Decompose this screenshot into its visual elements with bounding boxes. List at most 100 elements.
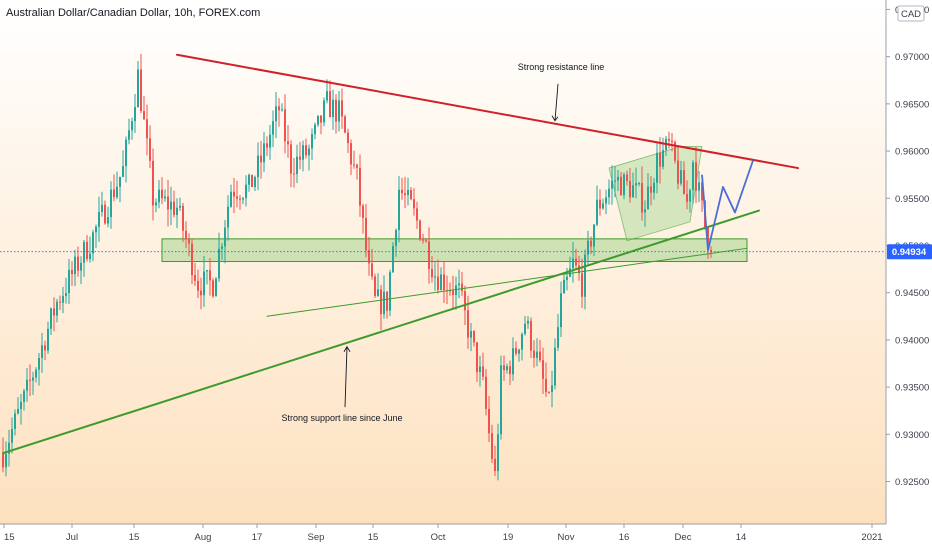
candle-body <box>656 152 658 183</box>
support-annotation: Strong support line since June <box>281 413 402 423</box>
candle-body <box>485 376 487 409</box>
candle-body <box>353 164 355 166</box>
candle-body <box>428 241 430 270</box>
candle-body <box>461 283 463 292</box>
candle-body <box>617 176 619 181</box>
candle-body <box>701 182 703 201</box>
candle-body <box>410 189 412 200</box>
price-tick-label: 0.94000 <box>895 335 929 346</box>
candle-body <box>443 274 445 291</box>
candle-body <box>299 156 301 160</box>
candle-body <box>533 350 535 358</box>
candle-body <box>227 206 229 228</box>
price-tick-label: 0.94500 <box>895 288 929 299</box>
candle-body <box>629 180 631 198</box>
candle-body <box>293 173 295 175</box>
projection-path[interactable] <box>701 160 754 252</box>
currency-badge[interactable] <box>897 5 925 22</box>
candle-body <box>98 211 100 227</box>
candle-body <box>167 196 169 210</box>
support-arrow <box>344 346 348 408</box>
candle-body <box>572 258 574 269</box>
candle-body <box>341 100 343 117</box>
candle-body <box>158 189 160 203</box>
candle-body <box>671 140 673 143</box>
candle-body <box>644 209 646 213</box>
candle-body <box>287 141 289 145</box>
candle-body <box>545 378 547 392</box>
support-arrow-head <box>343 345 351 353</box>
candle-body <box>38 357 40 370</box>
candle-body <box>350 143 352 165</box>
resistance-arrow <box>554 83 559 121</box>
candle-body <box>641 183 643 213</box>
candle-body <box>230 191 232 207</box>
candle-body <box>170 201 172 210</box>
candle-body <box>557 327 559 348</box>
candle-body <box>203 271 205 296</box>
support-zone[interactable] <box>161 238 748 263</box>
candle-body <box>2 453 4 468</box>
candle-body <box>377 289 379 296</box>
candle-body <box>569 268 571 277</box>
candle-body <box>251 174 253 188</box>
candle-body <box>530 320 532 351</box>
candle-body <box>401 189 403 194</box>
minor-support-line[interactable] <box>266 247 748 317</box>
candle-body <box>368 250 370 264</box>
candle-body <box>551 385 553 392</box>
candle-body <box>386 291 388 311</box>
resistance-annotation: Strong resistance line <box>518 62 605 72</box>
candle-body <box>458 283 460 286</box>
candle-body <box>560 293 562 328</box>
candles-layer <box>2 53 712 481</box>
candle-body <box>107 217 109 224</box>
candle-body <box>488 408 490 434</box>
candle-body <box>86 241 88 260</box>
candle-body <box>674 142 676 161</box>
candle-body <box>119 176 121 187</box>
candle-body <box>491 433 493 459</box>
candle-body <box>56 301 58 316</box>
resistance-trend-line[interactable] <box>176 53 799 170</box>
candle-body <box>290 144 292 174</box>
candle-body <box>206 270 208 272</box>
support-trend-line[interactable] <box>2 209 760 455</box>
candle-body <box>398 189 400 231</box>
candle-body <box>500 365 502 435</box>
candle-body <box>380 289 382 315</box>
candle-body <box>239 198 241 200</box>
candle-body <box>65 293 67 296</box>
candle-body <box>632 185 634 198</box>
candle-body <box>257 155 259 178</box>
candle-body <box>176 207 178 216</box>
time-tick-label: 15 <box>368 532 379 543</box>
price-axis[interactable]: 0.975000.970000.965000.960000.955000.950… <box>885 0 932 550</box>
time-axis[interactable]: 15 Jul 15 Aug 17 Sep 15 Oct 19 Nov 16 Dec 14 2021 <box>0 523 932 550</box>
candle-body <box>605 197 607 204</box>
candle-body <box>662 150 664 167</box>
candle-body <box>125 139 127 167</box>
candle-body <box>464 291 466 311</box>
candle-body <box>23 390 25 402</box>
candle-body <box>518 349 520 354</box>
candle-body <box>359 167 361 206</box>
candle-body <box>419 220 421 240</box>
candle-body <box>416 208 418 221</box>
candle-body <box>425 240 427 242</box>
candle-body <box>77 256 79 271</box>
candle-body <box>407 189 409 196</box>
candle-body <box>581 273 583 297</box>
candle-body <box>614 180 616 182</box>
time-tick-label: Aug <box>195 532 212 543</box>
time-tick-label: Dec <box>675 532 692 543</box>
candle-body <box>338 100 340 122</box>
time-axis-background <box>0 524 932 550</box>
candle-body <box>515 348 517 354</box>
candle-body <box>470 330 472 338</box>
candle-body <box>140 69 142 112</box>
candle-body <box>626 174 628 181</box>
candle-body <box>296 156 298 175</box>
